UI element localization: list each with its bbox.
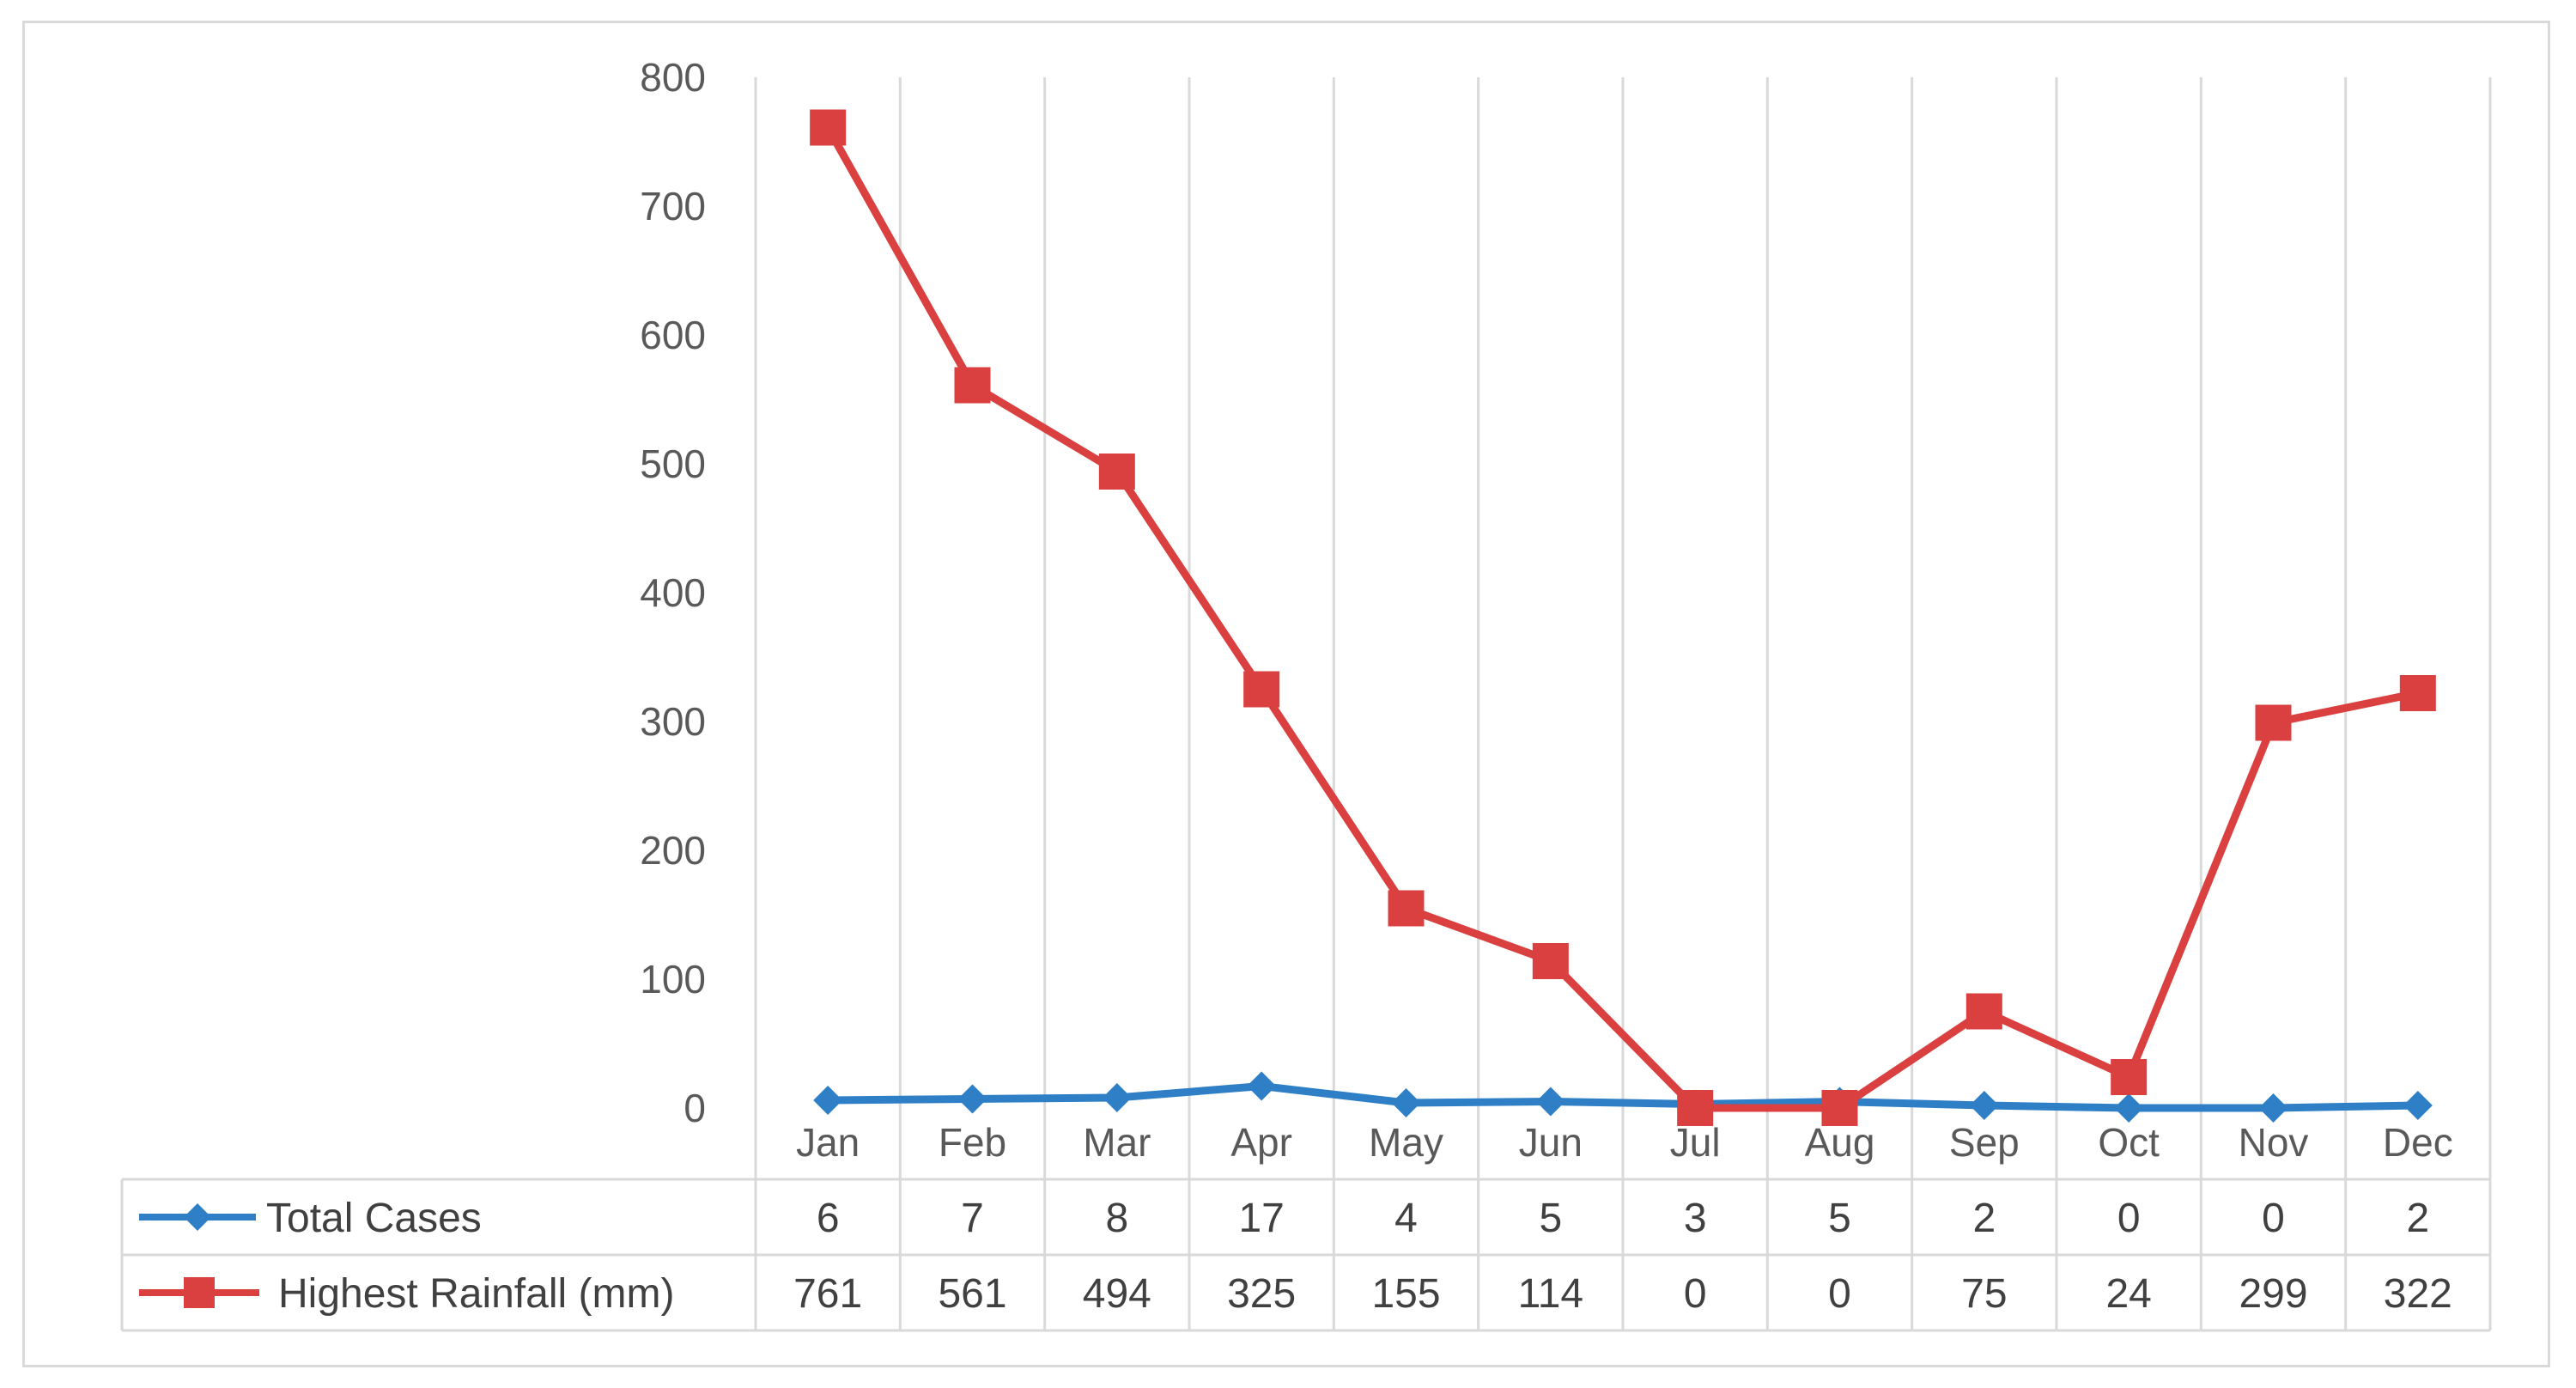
x-tick-label: Jan bbox=[796, 1120, 860, 1165]
y-tick-label: 0 bbox=[683, 1086, 706, 1130]
x-tick-label: Aug bbox=[1805, 1120, 1875, 1165]
data-point bbox=[1535, 1087, 1565, 1117]
data-point bbox=[810, 109, 847, 146]
series-name: Highest Rainfall (mm) bbox=[278, 1271, 674, 1317]
table-cell: 155 bbox=[1371, 1271, 1440, 1317]
data-point bbox=[1098, 454, 1135, 490]
series-line bbox=[823, 124, 2422, 1112]
legend-key-marker bbox=[184, 1277, 215, 1308]
x-tick-label: Jun bbox=[1519, 1120, 1583, 1165]
table-cell: 6 bbox=[817, 1196, 840, 1241]
x-tick-label: Feb bbox=[939, 1120, 1006, 1165]
data-point bbox=[2399, 675, 2436, 711]
data-point bbox=[1102, 1083, 1132, 1112]
table-cell: 0 bbox=[1684, 1271, 1707, 1317]
x-tick-label: Sep bbox=[1949, 1120, 2020, 1165]
data-point bbox=[1821, 1090, 1858, 1126]
data-point bbox=[2114, 1093, 2144, 1123]
series bbox=[810, 109, 2436, 1126]
x-tick-label: Mar bbox=[1083, 1120, 1151, 1165]
table-cell: 5 bbox=[1539, 1196, 1562, 1241]
data-point bbox=[1965, 993, 2002, 1030]
table-cell: 2 bbox=[1972, 1196, 1996, 1241]
table-cell: 24 bbox=[2105, 1271, 2151, 1317]
data-point bbox=[957, 1084, 987, 1114]
data-point bbox=[813, 1086, 843, 1115]
data-point bbox=[1532, 943, 1569, 979]
y-tick-label: 400 bbox=[640, 570, 706, 615]
table-cell: 8 bbox=[1105, 1196, 1128, 1241]
table-cell: 0 bbox=[2117, 1196, 2141, 1241]
y-tick-label: 100 bbox=[640, 957, 706, 1001]
table-cell: 5 bbox=[1828, 1196, 1851, 1241]
table-cell: 322 bbox=[2384, 1271, 2452, 1317]
x-tick-label: Oct bbox=[2098, 1120, 2160, 1165]
data-point bbox=[1677, 1090, 1714, 1126]
table-cell: 561 bbox=[938, 1271, 1006, 1317]
table-cell: 2 bbox=[2406, 1196, 2429, 1241]
y-tick-label: 600 bbox=[640, 313, 706, 357]
table-cell: 0 bbox=[1828, 1271, 1851, 1317]
data-point bbox=[1243, 671, 1280, 708]
series-line bbox=[823, 1082, 2422, 1112]
table-cell: 7 bbox=[961, 1196, 984, 1241]
chart-frame bbox=[22, 21, 2550, 1367]
data-point bbox=[1969, 1091, 1999, 1120]
x-tick-label: Apr bbox=[1230, 1120, 1292, 1165]
y-tick-label: 700 bbox=[640, 184, 706, 228]
table-cell: 0 bbox=[2262, 1196, 2285, 1241]
data-point bbox=[2111, 1059, 2148, 1095]
data-point bbox=[1391, 1088, 1421, 1117]
x-tick-label: Dec bbox=[2383, 1120, 2453, 1165]
table-cell: 17 bbox=[1238, 1196, 1284, 1241]
data-point bbox=[954, 367, 991, 404]
x-tick-label: Nov bbox=[2239, 1120, 2309, 1165]
axes: 0 100 200 300 400 500 600 700 800 Jan Feb Mar Apr May… bbox=[640, 55, 2452, 1165]
x-tick-label: May bbox=[1369, 1120, 1443, 1165]
grid-lines bbox=[754, 77, 2492, 1330]
table-cell: 75 bbox=[1961, 1271, 2007, 1317]
table-cell: 325 bbox=[1227, 1271, 1296, 1317]
y-tick-label: 500 bbox=[640, 441, 706, 486]
y-tick-label: 200 bbox=[640, 828, 706, 873]
data-point bbox=[1247, 1071, 1277, 1101]
table-cell: 299 bbox=[2239, 1271, 2307, 1317]
data-point bbox=[1388, 890, 1425, 927]
data-table: Total Cases 6 7 8 17 4 5 3 5 2 0 0 2 Highest Rainfall… bbox=[120, 1178, 2490, 1332]
table-cell: 494 bbox=[1083, 1271, 1151, 1317]
x-tick-label: Jul bbox=[1670, 1120, 1721, 1165]
data-point bbox=[2258, 1093, 2288, 1123]
data-point bbox=[2255, 704, 2292, 741]
table-cell: 3 bbox=[1684, 1196, 1707, 1241]
table-cell: 4 bbox=[1394, 1196, 1418, 1241]
data-point bbox=[2403, 1091, 2433, 1120]
legend-key-marker bbox=[184, 1203, 211, 1231]
table-cell: 114 bbox=[1518, 1271, 1584, 1317]
table-cell: 761 bbox=[793, 1271, 862, 1317]
y-tick-label: 800 bbox=[640, 55, 706, 100]
y-tick-label: 300 bbox=[640, 699, 706, 744]
series-name: Total Cases bbox=[266, 1196, 482, 1241]
